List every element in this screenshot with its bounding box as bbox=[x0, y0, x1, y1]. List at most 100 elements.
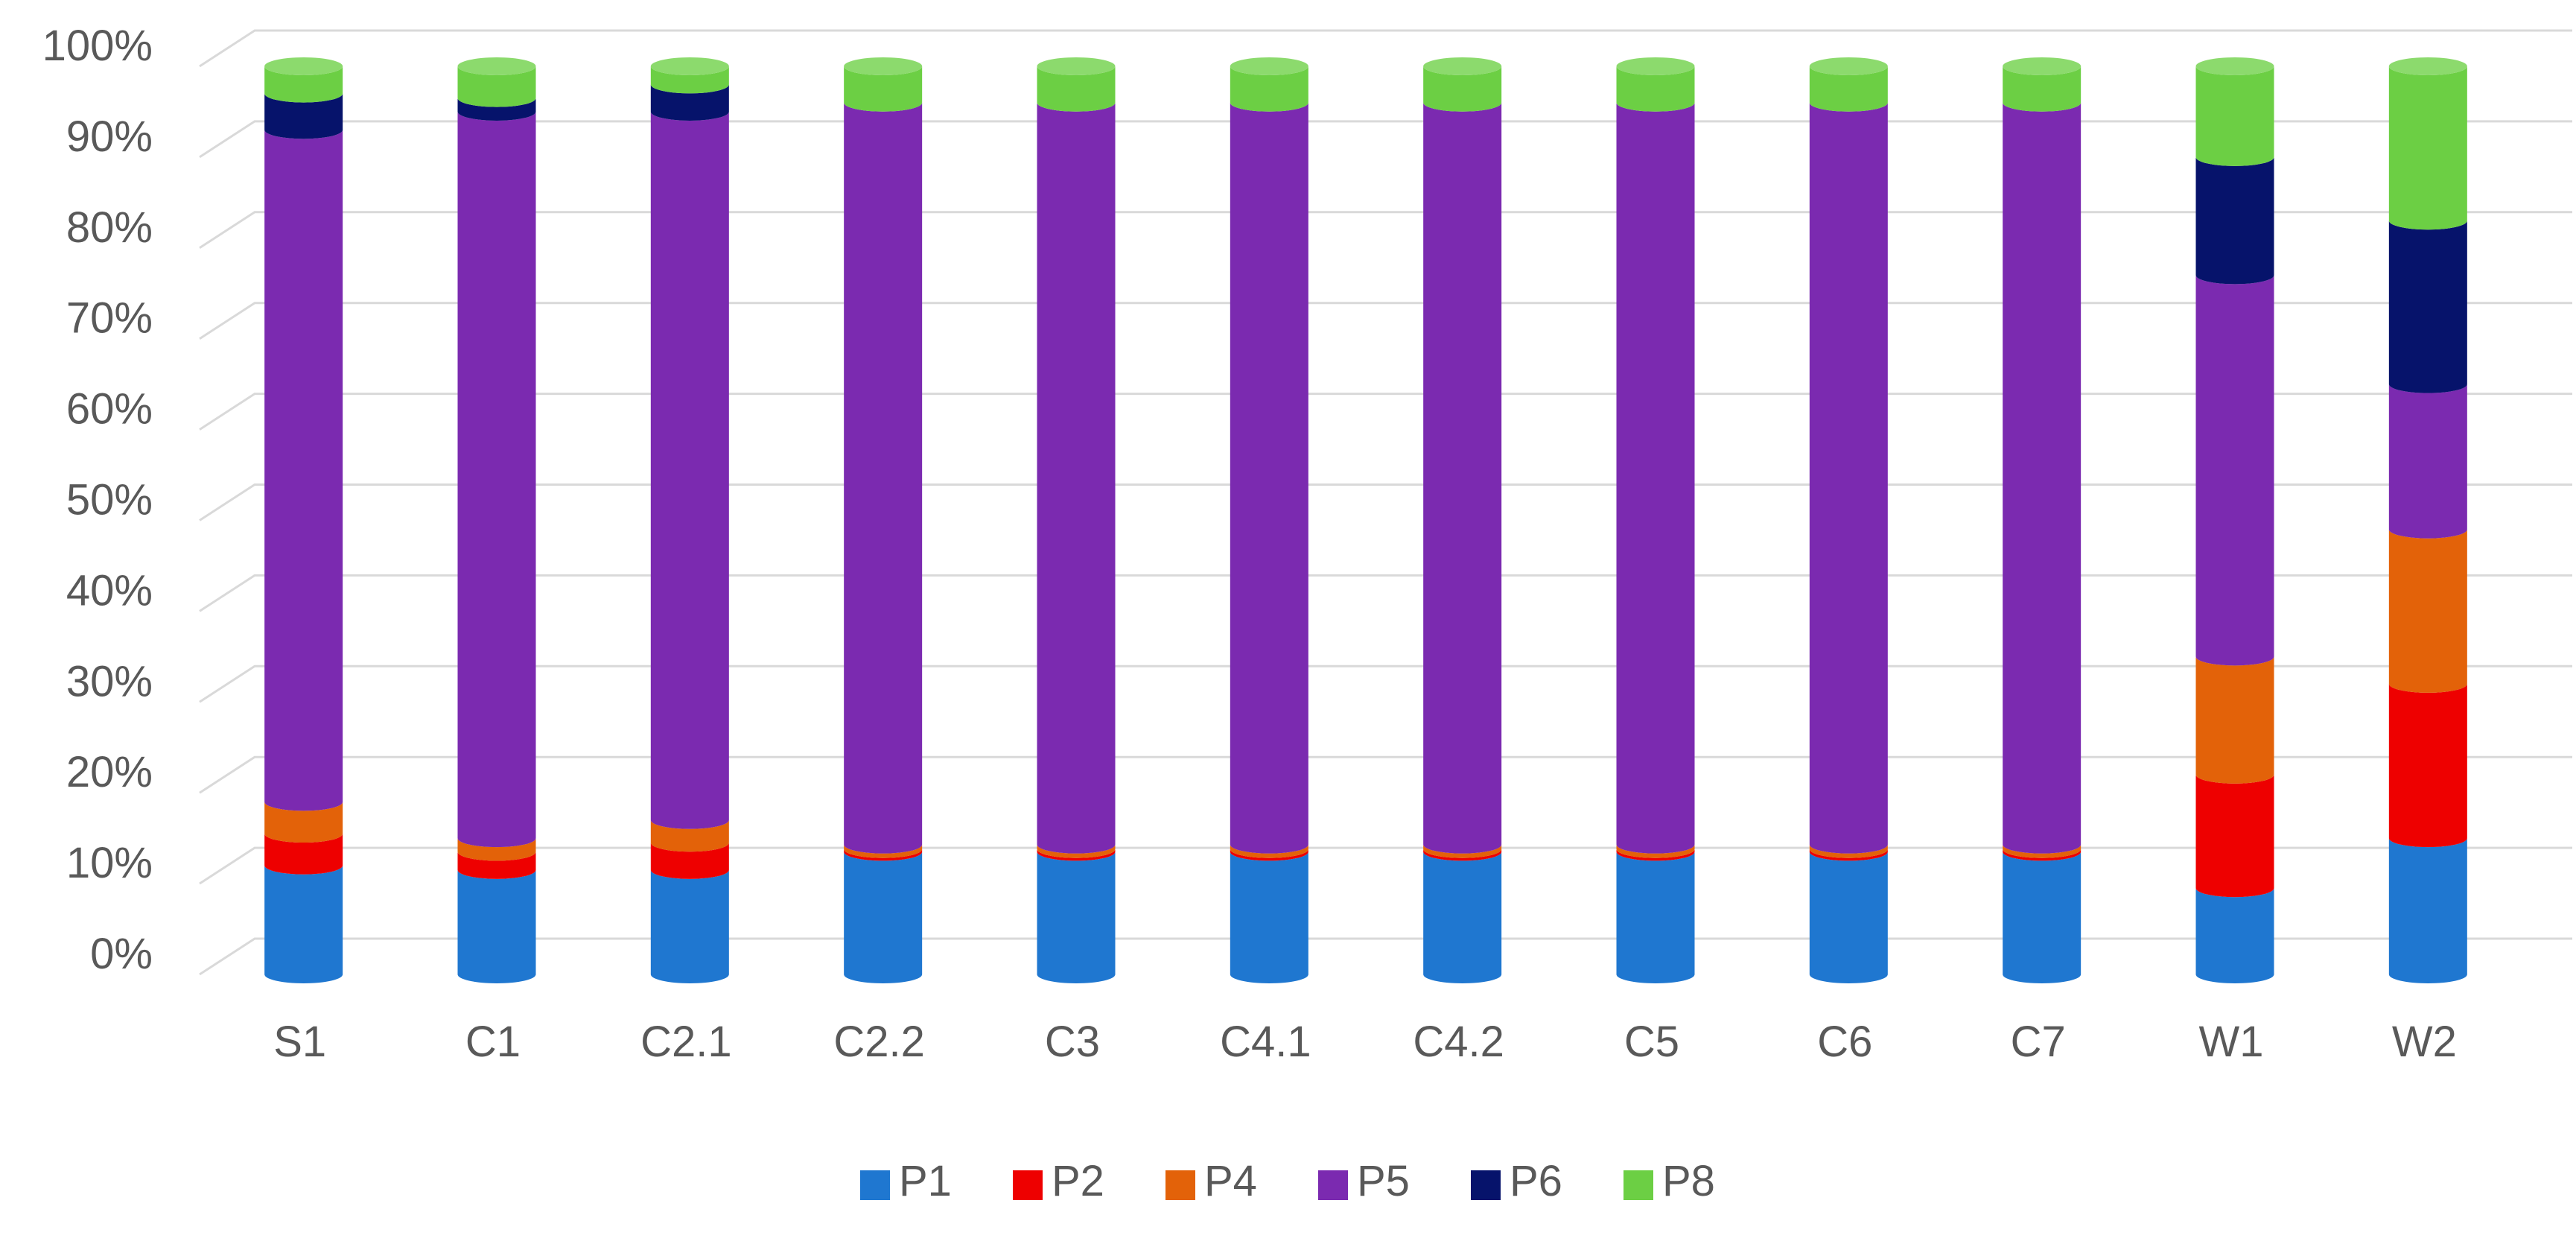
bar-top-cap bbox=[2388, 57, 2467, 75]
bar-segment bbox=[650, 111, 729, 829]
y-tick-label: 80% bbox=[66, 203, 153, 252]
bar-segment bbox=[457, 66, 536, 107]
bar-top-cap bbox=[457, 57, 536, 75]
bar-stack bbox=[457, 57, 536, 983]
bar-segment bbox=[2195, 275, 2274, 666]
bar-segment bbox=[1616, 102, 1695, 854]
bar-stack bbox=[844, 57, 923, 983]
bar-segment bbox=[1423, 66, 1502, 112]
gridline bbox=[199, 665, 2572, 703]
bar-stack bbox=[1809, 57, 1888, 983]
bar-segment bbox=[1809, 66, 1888, 112]
bar-segment bbox=[650, 66, 729, 94]
bar-segment bbox=[1616, 66, 1695, 112]
bar-top-cap bbox=[264, 57, 343, 75]
gridline bbox=[199, 574, 2572, 612]
legend-item: P5 bbox=[1318, 1157, 1410, 1205]
bar-top-cap bbox=[2195, 57, 2274, 75]
legend-swatch bbox=[860, 1170, 890, 1200]
bar-segment bbox=[457, 98, 536, 121]
bar-segment bbox=[2195, 656, 2274, 784]
x-tick-label: C4.1 bbox=[1220, 1018, 1311, 1066]
bar-stack bbox=[1230, 57, 1308, 983]
x-tick-label: C1 bbox=[465, 1018, 521, 1066]
legend-label: P6 bbox=[1510, 1157, 1562, 1205]
bar-segment bbox=[844, 851, 923, 983]
bar-segment bbox=[1809, 102, 1888, 854]
bar-stack bbox=[2003, 57, 2082, 983]
legend-label: P1 bbox=[899, 1157, 952, 1205]
bar-segment bbox=[650, 819, 729, 852]
x-tick-label: C4.2 bbox=[1413, 1018, 1504, 1066]
bar-stack bbox=[2388, 57, 2467, 983]
bar-segment bbox=[1230, 66, 1308, 112]
legend-item: P6 bbox=[1471, 1157, 1562, 1205]
bar-segment bbox=[1423, 102, 1502, 854]
y-tick-label: 60% bbox=[66, 385, 153, 434]
legend-item: P4 bbox=[1165, 1157, 1257, 1205]
bar-segment bbox=[1423, 851, 1502, 983]
bar-segment bbox=[650, 843, 729, 879]
legend-swatch bbox=[1013, 1170, 1043, 1200]
bar-segment bbox=[1037, 102, 1116, 854]
x-tick-label: C2.1 bbox=[640, 1018, 732, 1066]
bar-segment bbox=[2388, 66, 2467, 230]
bar-segment bbox=[2195, 774, 2274, 898]
bar-segment bbox=[2388, 838, 2467, 983]
bar-segment bbox=[844, 102, 923, 854]
x-axis-ticks: S1 C1 C2.1 C2.2 C3 C4.1 C4.2 C5 C6 C7 W1 W2 bbox=[273, 1018, 2457, 1066]
bar-segment bbox=[650, 84, 729, 121]
bar-segment bbox=[1230, 849, 1308, 861]
bar-segment bbox=[1230, 844, 1308, 858]
bar-segment bbox=[650, 869, 729, 983]
bar-segment bbox=[2388, 221, 2467, 393]
y-tick-label: 30% bbox=[66, 657, 153, 705]
x-tick-label: S1 bbox=[273, 1018, 326, 1066]
y-tick-label: 40% bbox=[66, 566, 153, 615]
bar-segment bbox=[844, 849, 923, 861]
bar-segment bbox=[2195, 156, 2274, 285]
bar-segment bbox=[1809, 844, 1888, 858]
legend-swatch bbox=[1165, 1170, 1195, 1200]
bar-segment bbox=[264, 865, 343, 983]
bar-segment bbox=[844, 844, 923, 858]
bar-segment bbox=[2388, 384, 2467, 539]
bar-top-cap bbox=[844, 57, 923, 75]
legend-label: P5 bbox=[1357, 1157, 1410, 1205]
y-tick-label: 70% bbox=[66, 294, 153, 343]
y-tick-label: 0% bbox=[90, 930, 153, 978]
bar-segment bbox=[1423, 849, 1502, 861]
bar-segment bbox=[1423, 844, 1502, 858]
bar-stack bbox=[1037, 57, 1116, 983]
bar-segment bbox=[264, 93, 343, 139]
bar-stack bbox=[650, 57, 729, 983]
bar-segment bbox=[1037, 66, 1116, 112]
y-tick-label: 100% bbox=[42, 22, 153, 70]
gridline bbox=[199, 937, 2572, 976]
bar-segment bbox=[264, 802, 343, 843]
x-tick-label: C5 bbox=[1624, 1018, 1679, 1066]
bar-segment bbox=[1037, 844, 1116, 858]
y-tick-label: 10% bbox=[66, 839, 153, 887]
bar-top-cap bbox=[1809, 57, 1888, 75]
bar-segment bbox=[2003, 851, 2082, 983]
legend-swatch bbox=[1471, 1170, 1501, 1200]
y-axis-ticks: 0% 10% 20% 30% 40% 50% 60% 70% 80% 90% 100% bbox=[42, 22, 153, 978]
y-tick-label: 90% bbox=[66, 112, 153, 161]
bar-top-cap bbox=[1037, 57, 1116, 75]
gridline bbox=[199, 846, 2572, 885]
bar-segment bbox=[457, 869, 536, 983]
x-tick-label: C6 bbox=[1817, 1018, 1872, 1066]
legend-item: P1 bbox=[860, 1157, 952, 1205]
bar-segment bbox=[2195, 888, 2274, 983]
bar-segment bbox=[1037, 851, 1116, 983]
x-tick-label: W1 bbox=[2199, 1018, 2264, 1066]
x-tick-label: W2 bbox=[2392, 1018, 2457, 1066]
legend-item: P8 bbox=[1623, 1157, 1715, 1205]
legend: P1 P2 P4 P5 P6 P8 bbox=[860, 1157, 1715, 1205]
bar-top-cap bbox=[2003, 57, 2082, 75]
bar-segment bbox=[2003, 844, 2082, 858]
bar-top-cap bbox=[1423, 57, 1502, 75]
